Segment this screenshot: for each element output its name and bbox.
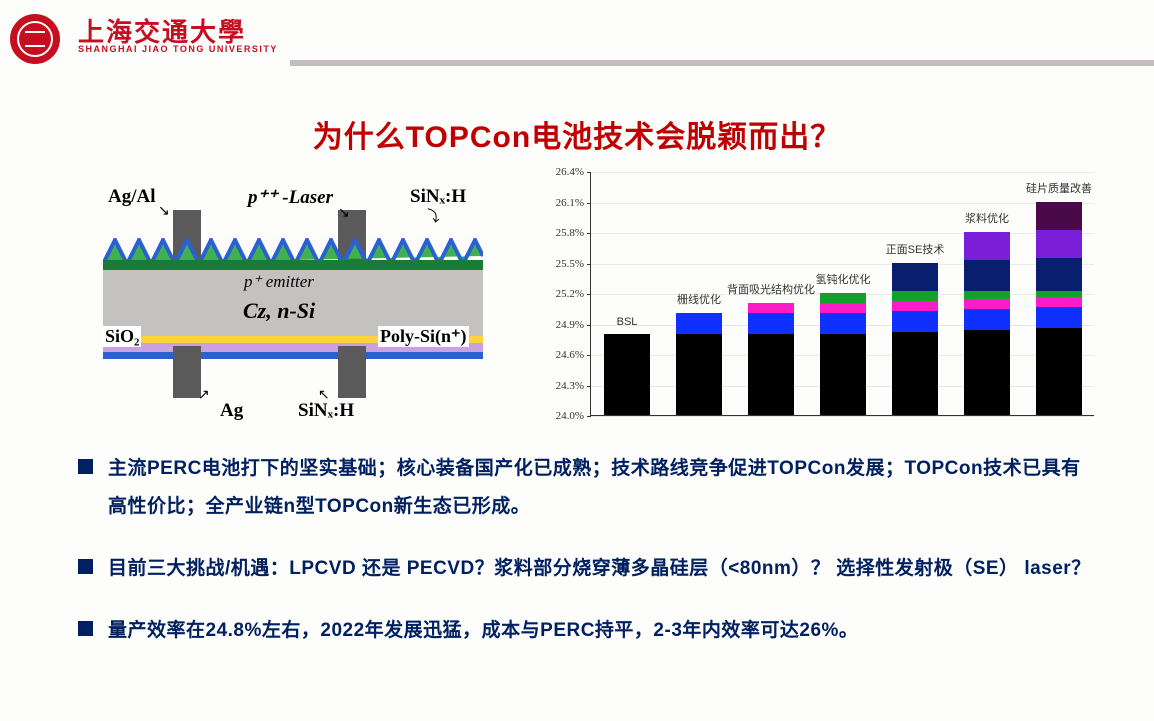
header-divider (290, 60, 1154, 66)
chart-bar-segment (748, 334, 794, 415)
chart-bar-segment (892, 291, 938, 301)
diagram-bottom-contact (173, 346, 201, 398)
diagram-label-ag: Ag (220, 400, 243, 422)
chart-bar-segment (964, 260, 1010, 291)
chart-bar (1036, 202, 1082, 416)
chart-bar (892, 263, 938, 416)
chart-ytick: 25.5% (540, 258, 584, 270)
chart-ytick: 26.1% (540, 197, 584, 209)
diagram-bottom-contact (338, 346, 366, 398)
chart-ytick: 24.9% (540, 319, 584, 331)
chart-bar (748, 303, 794, 415)
chart-bar-segment (604, 334, 650, 415)
arrow-icon: ↗ (318, 386, 330, 403)
chart-bar-segment (1036, 307, 1082, 327)
chart-bar-segment (748, 303, 794, 313)
bullet-square-icon (78, 621, 93, 636)
diagram-emitter-layer (103, 260, 483, 270)
bullet-text: 主流PERC电池打下的坚实基础；核心装备国产化已成熟；技术路线竞争促进TOPCo… (108, 458, 1081, 517)
chart-bar-label: 硅片质量改善 (1026, 180, 1092, 196)
bullet-text: 量产效率在24.8%左右，2022年发展迅猛，成本与PERC持平，2-3年内效率… (108, 620, 858, 641)
chart-bar-segment (892, 301, 938, 311)
chart-bar-segment (676, 334, 722, 415)
chart-bar-segment (820, 313, 866, 333)
chart-bar (604, 334, 650, 415)
bullet-list: 主流PERC电池打下的坚实基础；核心装备国产化已成熟；技术路线竞争促进TOPCo… (78, 450, 1094, 674)
arrow-icon: ⤵ (424, 205, 441, 227)
bullet-square-icon (78, 559, 93, 574)
arrow-icon: ↘ (158, 202, 170, 219)
chart-bar-label: 栅线优化 (677, 291, 721, 307)
chart-bar-label: BSL (617, 316, 638, 328)
university-logo-icon (10, 14, 60, 64)
chart-bar-segment (1036, 230, 1082, 258)
chart-bar (676, 313, 722, 415)
chart-bar-segment (676, 313, 722, 333)
chart-y-axis: 24.0%24.3%24.6%24.9%25.2%25.5%25.8%26.1%… (540, 172, 584, 416)
chart-bar-segment (964, 309, 1010, 329)
chart-bar-segment (892, 332, 938, 415)
diagram-label-sinx-top: SiNₓ:H (410, 186, 466, 208)
chart-ytick: 25.8% (540, 227, 584, 239)
bullet-square-icon (78, 459, 93, 474)
diagram-label-agal: Ag/Al (108, 186, 156, 208)
university-name-en: SHANGHAI JIAO TONG UNIVERSITY (78, 44, 278, 54)
slide-header: 上海交通大學 SHANGHAI JIAO TONG UNIVERSITY (0, 0, 1154, 70)
chart-bar-segment (964, 299, 1010, 309)
diagram-label-emitter: p⁺ emitter (244, 272, 314, 292)
chart-plot-area: BSL 栅线优化背面吸光结构优化氢钝化优化正面SE技术 浆料优化 硅片质量改善 (590, 172, 1094, 416)
chart-bar-segment (892, 263, 938, 291)
chart-ytick: 26.4% (540, 166, 584, 178)
bullet-item: 主流PERC电池打下的坚实基础；核心装备国产化已成熟；技术路线竞争促进TOPCo… (78, 450, 1094, 526)
chart-bar-segment (820, 303, 866, 313)
chart-bar (820, 293, 866, 415)
arrow-icon: ↗ (198, 386, 210, 403)
chart-bar-segment (964, 291, 1010, 299)
diagram-label-plaser: p⁺⁺ -Laser (248, 186, 333, 209)
chart-ytick: 24.3% (540, 380, 584, 392)
chart-bar-segment (1036, 202, 1082, 230)
chart-ytick: 24.0% (540, 410, 584, 422)
chart-bar-segment (820, 334, 866, 415)
chart-bar-segment (820, 293, 866, 303)
chart-bar-segment (964, 330, 1010, 415)
chart-bar-segment (1036, 291, 1082, 297)
bullet-text: 目前三大挑战/机遇：LPCVD 还是 PECVD？浆料部分烧穿薄多晶硅层（<80… (108, 558, 1091, 579)
diagram-label-sio2: SiO₂ (103, 326, 141, 347)
diagram-sinx-bottom-layer (103, 352, 483, 359)
diagram-label-sinx-bot: SiNₓ:H (298, 400, 354, 422)
chart-bar-segment (1036, 258, 1082, 291)
chart-ytick: 25.2% (540, 288, 584, 300)
chart-bar-label: 正面SE技术 (886, 241, 945, 257)
arrow-icon: ↘ (338, 204, 350, 221)
chart-bar-segment (964, 232, 1010, 260)
bullet-item: 量产效率在24.8%左右，2022年发展迅猛，成本与PERC持平，2-3年内效率… (78, 612, 1094, 650)
slide-title: 为什么TOPCon电池技术会脱颖而出？ (0, 112, 1154, 156)
bullet-item: 目前三大挑战/机遇：LPCVD 还是 PECVD？浆料部分烧穿薄多晶硅层（<80… (78, 550, 1094, 588)
diagram-label-wafer: Cz, n-Si (243, 298, 315, 324)
chart-bar-segment (1036, 328, 1082, 415)
chart-bar (964, 232, 1010, 415)
chart-bar-segment (748, 313, 794, 333)
chart-ytick: 24.6% (540, 349, 584, 361)
chart-bar-label: 浆料优化 (965, 210, 1009, 226)
chart-bar-label: 氢钝化优化 (816, 271, 871, 287)
diagram-label-polysi: Poly-Si(n⁺) (378, 326, 469, 347)
chart-bar-segment (1036, 297, 1082, 307)
chart-bar-segment (892, 311, 938, 331)
efficiency-bar-chart: 24.0% 24.3% 24.6% 24.9% 25.2% 25.5% 25.8% 26.1%… (540, 172, 1100, 440)
cell-structure-diagram: Ag/Al p⁺⁺ -Laser SiNₓ:H p⁺ emitter Cz, n… (78, 186, 508, 436)
chart-bar-label: 背面吸光结构优化 (727, 281, 815, 297)
